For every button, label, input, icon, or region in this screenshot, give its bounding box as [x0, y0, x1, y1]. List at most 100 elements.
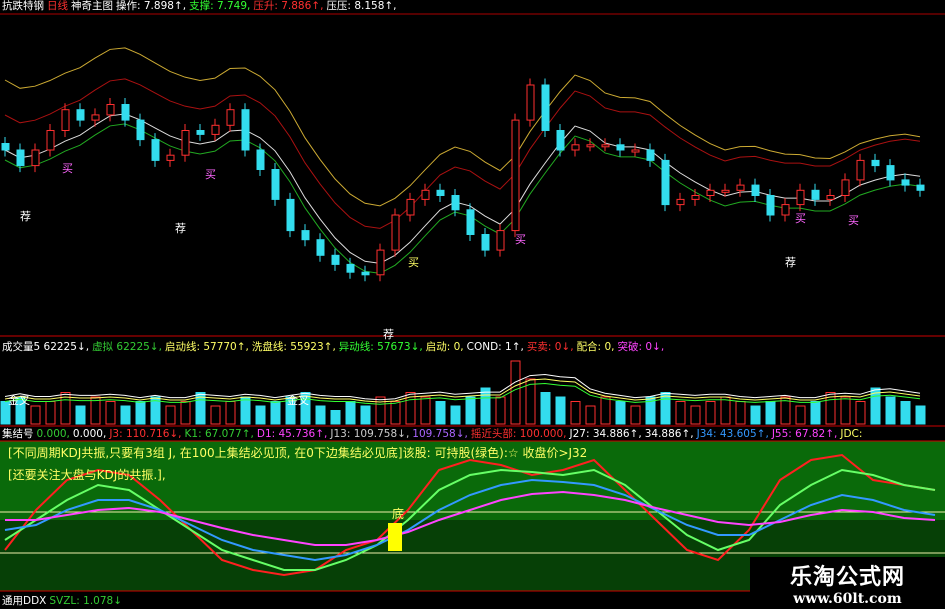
volume-bar: [165, 405, 176, 425]
header-item: SVZL: 1.078↓: [49, 595, 122, 607]
watermark-url: www.60lt.com: [793, 591, 902, 607]
volume-bar: [270, 401, 281, 425]
candle-body: [826, 195, 835, 200]
candle-body: [556, 130, 565, 151]
volume-bar: [90, 396, 101, 425]
volume-bar: [660, 392, 671, 425]
candle-body: [76, 109, 85, 121]
golden-cross-label: 金叉: [287, 393, 309, 407]
candle-body: [166, 154, 175, 161]
volume-bar: [480, 387, 491, 425]
main-panel-header: 抗跌特钢 日线 神奇主图 操作: 7.898↑, 支撑: 7.749, 压升: 7.886…: [2, 0, 400, 13]
header-item: J13: 109.758↓,: [330, 428, 410, 440]
header-item: 压压: 8.158↑,: [326, 0, 397, 12]
signal-label: 买: [515, 233, 526, 246]
oscillator-line: [5, 490, 936, 546]
watermark-title: 乐淘公式网: [789, 565, 905, 590]
volume-bar: [735, 401, 746, 425]
candle-body: [346, 263, 355, 273]
kdj-panel-header: 集结号 0.000, 0.000, J3: 110.716↓, K1: 67.077↑,…: [2, 428, 945, 441]
volume-bar: [645, 396, 656, 425]
volume-bar: [405, 392, 416, 425]
oscillator-line: [4, 453, 936, 577]
volume-bar: [225, 401, 236, 425]
volume-bar: [705, 401, 716, 425]
watermark: 乐淘公式网 www.60lt.com: [750, 557, 945, 609]
volume-panel-header: 成交量5 62225↓, 虚拟 62225↓, 启动线: 57770↑, 洗盘线: 5…: [2, 341, 667, 354]
volume-bar: [255, 405, 266, 425]
candle-body: [586, 144, 595, 148]
candle-body: [316, 239, 325, 256]
header-item: 0.000,: [36, 428, 70, 440]
volume-bar: [300, 392, 311, 425]
volume-bar: [855, 401, 866, 425]
candle-body: [781, 204, 790, 216]
candle-body: [226, 109, 235, 126]
volume-bar: [450, 405, 461, 425]
volume-bar: [435, 401, 446, 425]
volume-bar: [465, 396, 476, 425]
candle-body: [391, 214, 400, 251]
header-item: 集结号: [2, 428, 34, 440]
volume-bar: [30, 405, 41, 425]
candle-body: [241, 109, 250, 151]
volume-bar: [675, 401, 686, 425]
volume-bar: [915, 405, 926, 425]
signal-label: 买: [848, 214, 859, 227]
volume-bar: [390, 401, 401, 425]
volume-bar: [525, 378, 536, 425]
candle-body: [451, 195, 460, 211]
volume-bar: [195, 392, 206, 425]
volume-bar: [615, 401, 626, 425]
candle-body: [286, 198, 295, 232]
candle-body: [106, 104, 115, 116]
resistance-line: [4, 78, 921, 229]
candle-body: [661, 159, 670, 206]
volume-bar: [540, 392, 551, 425]
candle-body: [196, 130, 205, 135]
candle-body: [616, 144, 625, 151]
header-item: J3: 110.716↓,: [109, 428, 182, 440]
candle-body: [631, 149, 640, 153]
header-item: J27: 34.886↑,: [569, 428, 642, 440]
candle-body: [436, 189, 445, 197]
volume-bar: [765, 401, 776, 425]
volume-bar: [750, 405, 761, 425]
candle-body: [541, 84, 550, 131]
upper-band-line: [4, 47, 921, 207]
candle-body: [376, 249, 385, 276]
candle-body: [646, 149, 655, 161]
candle-body: [256, 149, 265, 170]
signal-label: 买: [795, 212, 806, 225]
header-item: JDC:: [840, 428, 863, 440]
volume-bar: [345, 401, 356, 425]
signal-label: 荐: [785, 256, 796, 269]
volume-bar: [330, 410, 341, 425]
header-item: 日线: [47, 0, 68, 12]
volume-bar: [600, 396, 611, 425]
oscillator-line: [4, 478, 936, 562]
kdj-note-1: [不同周期KDJ共振,只要有3组 J, 在100上集结必见顶, 在0下边集结必见…: [8, 446, 588, 460]
volume-average-line: [4, 378, 921, 403]
volume-bar: [210, 405, 221, 425]
candle-body: [91, 114, 100, 121]
candle-body: [121, 104, 130, 121]
volume-bar: [900, 401, 911, 425]
signal-label: 买: [62, 162, 73, 175]
candle-body: [151, 139, 160, 161]
volume-average-line: [4, 373, 921, 401]
candle-body: [856, 159, 865, 181]
volume-bar: [120, 405, 131, 425]
candle-body: [301, 230, 310, 241]
volume-bar: [840, 396, 851, 425]
volume-bar: [630, 405, 641, 425]
header-item: 支撑: 7.749,: [189, 0, 251, 12]
signal-label: 荐: [175, 222, 186, 235]
candle-body: [886, 165, 895, 181]
golden-cross-label: 金叉: [8, 393, 30, 407]
header-item: K1: 67.077↑,: [184, 428, 254, 440]
volume-bar: [180, 401, 191, 425]
candle-body: [901, 179, 910, 186]
header-item: 配合: 0,: [576, 341, 615, 353]
header-item: 抗跌特钢: [2, 0, 44, 12]
